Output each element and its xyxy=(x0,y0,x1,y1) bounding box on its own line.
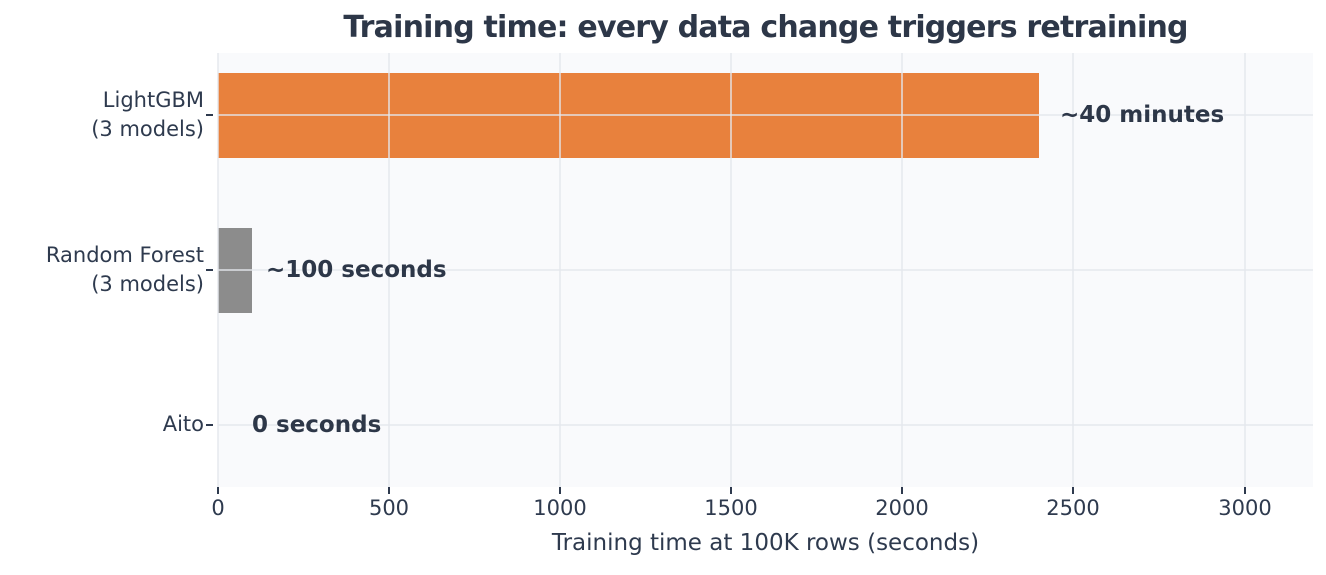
y-tick-mark xyxy=(206,424,213,426)
x-tick-mark xyxy=(901,487,903,494)
y-tick-mark xyxy=(206,269,213,271)
x-tick-mark xyxy=(730,487,732,494)
chart-title: Training time: every data change trigger… xyxy=(343,10,1188,45)
gridline-horizontal xyxy=(218,269,1313,271)
gridline-horizontal xyxy=(218,114,1313,116)
x-tick-label: 2500 xyxy=(1046,496,1100,520)
x-axis-label: Training time at 100K rows (seconds) xyxy=(551,530,980,556)
x-tick-label: 2000 xyxy=(875,496,929,520)
x-tick-label: 3000 xyxy=(1218,496,1272,520)
x-tick-label: 0 xyxy=(211,496,225,520)
x-tick-label: 1500 xyxy=(704,496,758,520)
bar-annotation: ~40 minutes xyxy=(1060,102,1225,128)
gridline-horizontal xyxy=(218,424,1313,426)
x-tick-mark xyxy=(559,487,561,494)
x-tick-label: 500 xyxy=(368,496,410,520)
x-tick-mark xyxy=(1072,487,1074,494)
y-tick-mark xyxy=(206,114,213,116)
x-tick-mark xyxy=(217,487,219,494)
x-tick-label: 1000 xyxy=(533,496,587,520)
x-tick-mark xyxy=(388,487,390,494)
bar-annotation: ~100 seconds xyxy=(266,257,447,283)
y-category-label: Random Forest (3 models) xyxy=(45,243,204,296)
gridlines-layer xyxy=(217,53,1313,487)
plot-area: ~40 minutes ~100 seconds 0 seconds xyxy=(217,53,1313,487)
annotations-layer: ~40 minutes ~100 seconds 0 seconds xyxy=(218,53,1313,487)
x-tick-mark xyxy=(1244,487,1246,494)
y-category-label: LightGBM (3 models) xyxy=(91,88,204,141)
y-category-label: Aito xyxy=(162,412,204,436)
bar-annotation: 0 seconds xyxy=(252,412,382,438)
